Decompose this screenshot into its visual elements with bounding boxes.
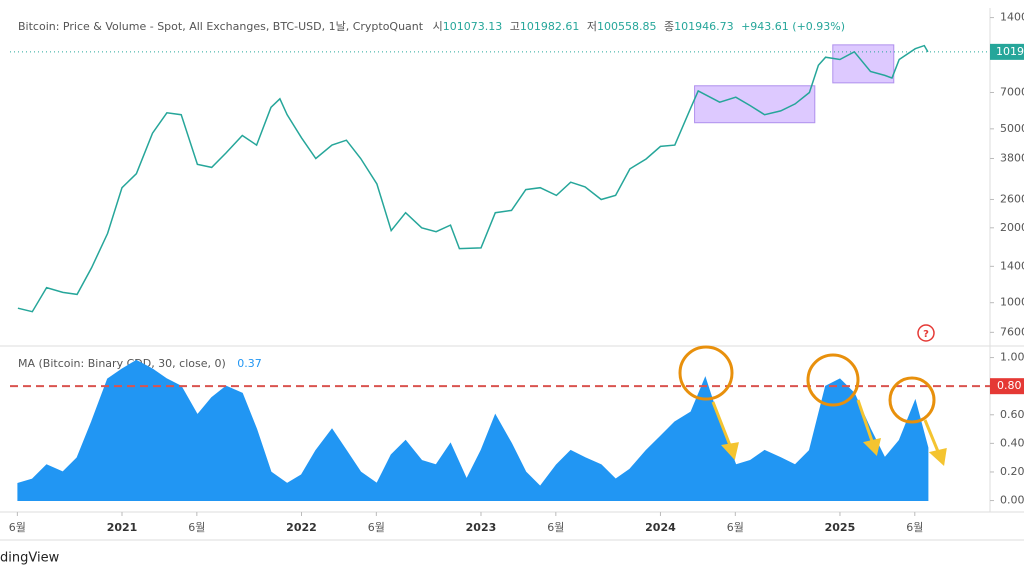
threshold-box [990,378,1024,395]
y-tick-label: 0.00 [1000,494,1024,507]
arrow-head [928,448,947,466]
y-tick-label: 70000 [1000,85,1024,98]
highlight-circle [678,345,734,401]
plot-layer: 140000 70000 50000 38000 26000 20000 14000 1000… [9,11,1024,534]
x-tick-label: 2022 [286,521,317,534]
x-tick-label: 2021 [107,521,138,534]
change-value: +943.61 (+0.93%) [741,20,845,33]
x-tick-label: 2024 [645,521,676,534]
y-tick-label: 1.00 [1000,351,1024,364]
x-tick-label: 6월 [727,521,744,534]
low-value: 100558.85 [597,20,657,33]
x-tick-label: 2025 [825,521,856,534]
y-tick-label: 20000 [1000,221,1024,234]
annotations [678,345,947,466]
x-tick-label: 6월 [368,521,385,534]
y-tick-label: 50000 [1000,122,1024,135]
header-title: Bitcoin: Price & Volume - Spot, All Exch… [18,20,424,33]
y-tick-label: 14000 [1000,259,1024,272]
open-value: 101073.13 [443,20,503,33]
y-tick-label: 0.60 [1000,408,1024,421]
x-tick-label: 6월 [906,521,923,534]
y-tick-label: 0.20 [1000,465,1024,478]
x-tick-label: 6월 [188,521,205,534]
help-icon[interactable] [917,324,935,342]
arrow [711,401,733,449]
highlight-box [694,85,816,124]
low-label: 저 [587,20,597,33]
last-price-box [990,43,1024,60]
y-tick-label: 140000 [1000,11,1024,24]
x-tick-label: 6월 [547,521,564,534]
highlight-circle [806,353,860,407]
y-tick-label: 7600 [1000,325,1024,338]
arrow-head [721,442,739,461]
high-value: 101982.61 [520,20,580,33]
close-label: 종 [664,20,674,33]
high-label: 고 [510,20,520,33]
last-price-label: 101946.73 [996,45,1024,58]
indicator-area [17,359,929,502]
threshold-label: 0.80 [997,379,1022,392]
y-tick-label: 0.40 [1000,436,1024,449]
price-line [17,44,929,313]
indicator-header: MA (Bitcoin: Binary CDD, 30, close, 0) 0… [18,357,262,370]
indicator-value: 0.37 [237,357,262,370]
y-tick-label: 38000 [1000,151,1024,164]
y-tick-label: 26000 [1000,192,1024,205]
help-icon-text[interactable]: ? [923,329,929,340]
close-value: 101946.73 [674,20,734,33]
indicator-title: MA (Bitcoin: Binary CDD, 30, close, 0) [18,357,226,370]
open-label: 시 [433,20,443,33]
arrow [856,399,875,445]
arrow-head [863,437,882,456]
footer-brand: dingView [0,551,60,566]
chart-header: Bitcoin: Price & Volume - Spot, All Exch… [18,20,845,33]
arrows [711,399,947,466]
x-tick-label: 6월 [9,521,26,534]
highlight-circle [888,376,936,424]
x-tick-label: 2023 [466,521,497,534]
y-tick-label: 10000 [1000,296,1024,309]
arrow [923,419,941,455]
